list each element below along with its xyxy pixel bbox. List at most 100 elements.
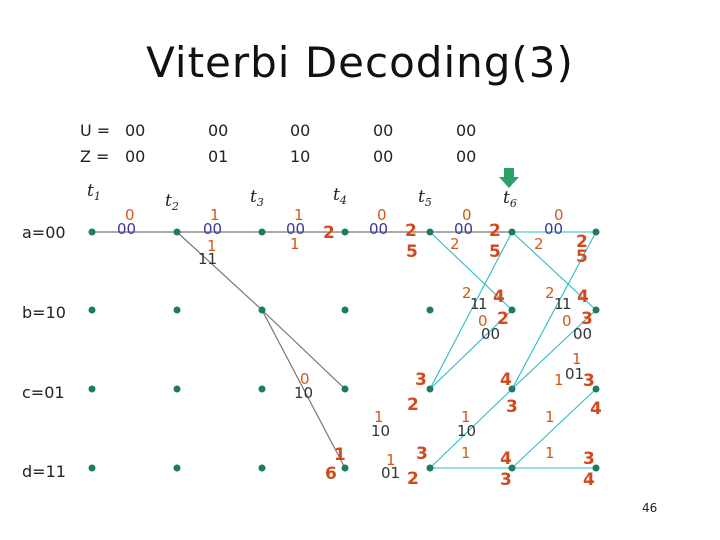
branch-input: 0 — [300, 370, 310, 388]
branch-output: 10 — [457, 422, 476, 440]
edge-a-t6-to-b-t7 — [511, 231, 597, 311]
branch-input: 0 — [562, 312, 572, 330]
branch-input: 0 — [125, 206, 135, 224]
node-d-t2 — [173, 464, 181, 472]
node-b-t6 — [508, 306, 516, 314]
trellis-edges — [92, 231, 512, 469]
path-metric: 2 — [407, 469, 419, 489]
branch-input: 1 — [572, 350, 582, 368]
path-metric: 4 — [583, 470, 595, 490]
path-metric: 2 — [407, 395, 419, 415]
edge-b-t3-to-d-t4 — [261, 309, 346, 469]
node-c-t1 — [88, 385, 96, 393]
node-a-t7 — [592, 228, 600, 236]
path-metric: 5 — [576, 247, 588, 267]
path-metric: 5 — [489, 242, 501, 262]
branch-input: 2 — [534, 235, 544, 253]
u-value-1: 00 — [125, 121, 145, 140]
trellis-nodes — [88, 228, 600, 472]
branch-output: 10 — [294, 384, 313, 402]
state-label-a: a=00 — [22, 223, 66, 242]
branch-input: 1 — [554, 371, 564, 389]
u-label: U = — [80, 121, 110, 140]
path-metric: 4 — [500, 449, 512, 469]
time-label-5: t5 — [418, 187, 432, 209]
branch-input: 1 — [207, 237, 217, 255]
branch-input: 1 — [374, 408, 384, 426]
path-metric: 3 — [506, 397, 518, 417]
branch-output: 00 — [286, 220, 305, 238]
edge-a-t5-to-b-t6 — [429, 231, 513, 311]
node-c-t2 — [173, 385, 181, 393]
path-metric: 3 — [583, 449, 595, 469]
page-title: Viterbi Decoding(3) — [146, 38, 574, 87]
node-b-t5 — [426, 306, 434, 314]
node-c-t3 — [258, 385, 266, 393]
branch-output: 00 — [573, 325, 592, 343]
path-metric: 3 — [581, 309, 593, 329]
time-label-6: t6 — [503, 188, 517, 210]
time-label-1: t1 — [87, 181, 101, 203]
path-metric: 3 — [583, 371, 595, 391]
node-a-t2 — [173, 228, 181, 236]
edge-c-t5-to-a-t6 — [429, 231, 513, 390]
branch-input: 2 — [450, 235, 460, 253]
node-a-t3 — [258, 228, 266, 236]
edge-a-t2-to-b-t3 — [176, 231, 263, 311]
time-label-3: t3 — [250, 187, 264, 209]
path-metric: 2 — [576, 232, 588, 252]
edge-c-t6-to-a-t7 — [511, 231, 597, 390]
branch-output: 11 — [198, 250, 217, 268]
node-c-t6 — [508, 385, 516, 393]
page-number: 46 — [642, 501, 657, 515]
z-value-1: 00 — [125, 147, 145, 166]
node-b-t1 — [88, 306, 96, 314]
path-metric: 2 — [497, 309, 509, 329]
path-metric: 2 — [489, 221, 501, 241]
branch-input: 0 — [478, 312, 488, 330]
branch-output: 00 — [544, 220, 563, 238]
u-value-3: 00 — [290, 121, 310, 140]
branch-input: 1 — [210, 206, 220, 224]
node-d-t6 — [508, 464, 516, 472]
branch-output: 1 — [470, 295, 480, 313]
u-value-5: 00 — [456, 121, 476, 140]
node-b-t3 — [258, 306, 266, 314]
z-value-5: 00 — [456, 147, 476, 166]
survivor-edges — [429, 231, 597, 469]
branch-output: 1 — [478, 295, 488, 313]
state-label-b: b=10 — [22, 303, 66, 322]
branch-input: 1 — [290, 235, 300, 253]
node-a-t1 — [88, 228, 96, 236]
branch-output: 00 — [454, 220, 473, 238]
edge-b-t3-to-c-t4 — [261, 309, 346, 390]
path-metric: 3 — [500, 470, 512, 490]
current-time-arrow-icon — [499, 168, 519, 188]
branch-output: 00 — [481, 325, 500, 343]
node-a-t5 — [426, 228, 434, 236]
u-value-4: 00 — [373, 121, 393, 140]
path-metric: 6 — [325, 464, 337, 484]
branch-input: 1 — [386, 451, 396, 469]
node-d-t4 — [341, 464, 349, 472]
svg-text:t1: t1 — [87, 181, 101, 203]
state-label-c: c=01 — [22, 383, 65, 402]
node-a-t6 — [508, 228, 516, 236]
path-metric: 1 — [334, 445, 346, 465]
branch-output: 00 — [369, 220, 388, 238]
u-value-2: 00 — [208, 121, 228, 140]
node-c-t5 — [426, 385, 434, 393]
branch-input: 1 — [461, 444, 471, 462]
edge-c-t6-to-b-t7 — [511, 309, 597, 390]
path-metric: 4 — [577, 287, 589, 307]
edge-d-t5-to-c-t6 — [429, 388, 513, 469]
branch-output: 00 — [203, 220, 222, 238]
path-metric: 5 — [406, 242, 418, 262]
branch-input: 2 — [462, 284, 472, 302]
path-metric: 4 — [590, 399, 602, 419]
svg-text:t4: t4 — [333, 185, 347, 207]
branch-input: 2 — [545, 284, 555, 302]
branch-input: 0 — [554, 206, 564, 224]
node-a-t4 — [341, 228, 349, 236]
